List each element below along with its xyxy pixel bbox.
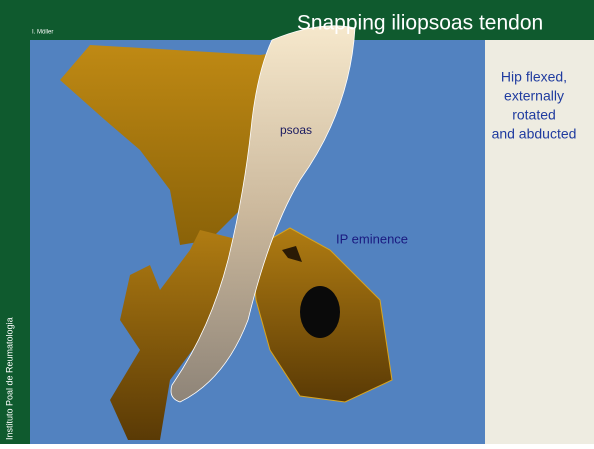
ip-eminence-label: IP eminence [336,231,408,246]
slide: Snapping iliopsoas tendon I. Möller psoa… [0,0,594,444]
note-line: externally [504,88,564,104]
note-line: Hip flexed, [501,69,567,85]
psoas-label: psoas [280,123,312,137]
obturator-foramen [300,286,340,338]
author: I. Möller [32,30,53,36]
note-line: rotated [512,107,556,123]
note-line: and abducted [492,126,577,142]
institute: Instituto Poal de Reumatologia [4,317,14,440]
slide-title: Snapping iliopsoas tendon [297,12,543,35]
